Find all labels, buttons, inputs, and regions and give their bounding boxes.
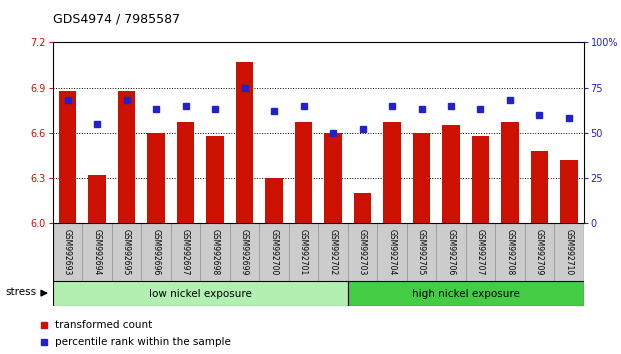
Text: GSM992702: GSM992702 — [329, 229, 337, 275]
Bar — [200, 223, 230, 281]
Bar — [58, 91, 76, 223]
Text: GSM992706: GSM992706 — [446, 229, 455, 275]
Text: GSM992703: GSM992703 — [358, 229, 367, 275]
Bar — [147, 133, 165, 223]
Bar — [496, 223, 525, 281]
Bar — [117, 91, 135, 223]
Bar — [53, 281, 348, 306]
Text: GSM992701: GSM992701 — [299, 229, 308, 275]
Bar — [236, 62, 253, 223]
Bar — [206, 136, 224, 223]
Text: GSM992695: GSM992695 — [122, 229, 131, 275]
Bar — [354, 193, 371, 223]
Bar — [442, 125, 460, 223]
Text: GSM992707: GSM992707 — [476, 229, 485, 275]
Bar — [82, 223, 112, 281]
Bar — [171, 223, 200, 281]
Text: GDS4974 / 7985587: GDS4974 / 7985587 — [53, 12, 180, 25]
Bar — [230, 223, 260, 281]
Text: GSM992696: GSM992696 — [152, 229, 160, 275]
Bar — [324, 133, 342, 223]
Bar — [383, 122, 401, 223]
Bar — [177, 122, 194, 223]
Text: GSM992693: GSM992693 — [63, 229, 72, 275]
Text: GSM992694: GSM992694 — [93, 229, 101, 275]
Text: GSM992709: GSM992709 — [535, 229, 544, 275]
Bar — [88, 175, 106, 223]
Bar — [472, 136, 489, 223]
Bar — [348, 281, 584, 306]
Text: GSM992700: GSM992700 — [270, 229, 278, 275]
Text: GSM992697: GSM992697 — [181, 229, 190, 275]
Text: stress: stress — [5, 287, 36, 297]
Text: GSM992698: GSM992698 — [211, 229, 219, 275]
Bar — [555, 223, 584, 281]
Bar — [319, 223, 348, 281]
Text: low nickel exposure: low nickel exposure — [149, 289, 252, 299]
Bar — [407, 223, 437, 281]
Bar — [436, 223, 466, 281]
Bar — [53, 223, 82, 281]
Bar — [525, 223, 555, 281]
Text: GSM992699: GSM992699 — [240, 229, 249, 275]
Text: GSM992705: GSM992705 — [417, 229, 426, 275]
Bar — [348, 223, 378, 281]
Text: percentile rank within the sample: percentile rank within the sample — [55, 337, 231, 347]
Bar — [260, 223, 289, 281]
Bar — [265, 178, 283, 223]
Bar — [378, 223, 407, 281]
Bar — [295, 122, 312, 223]
Text: transformed count: transformed count — [55, 320, 153, 330]
Bar — [530, 151, 548, 223]
Bar — [112, 223, 142, 281]
Text: GSM992710: GSM992710 — [564, 229, 573, 275]
Bar — [412, 133, 430, 223]
Text: GSM992704: GSM992704 — [388, 229, 396, 275]
Text: high nickel exposure: high nickel exposure — [412, 289, 520, 299]
Text: GSM992708: GSM992708 — [505, 229, 514, 275]
Bar — [289, 223, 318, 281]
Bar — [142, 223, 171, 281]
Bar — [560, 160, 578, 223]
Bar — [501, 122, 519, 223]
Bar — [466, 223, 496, 281]
